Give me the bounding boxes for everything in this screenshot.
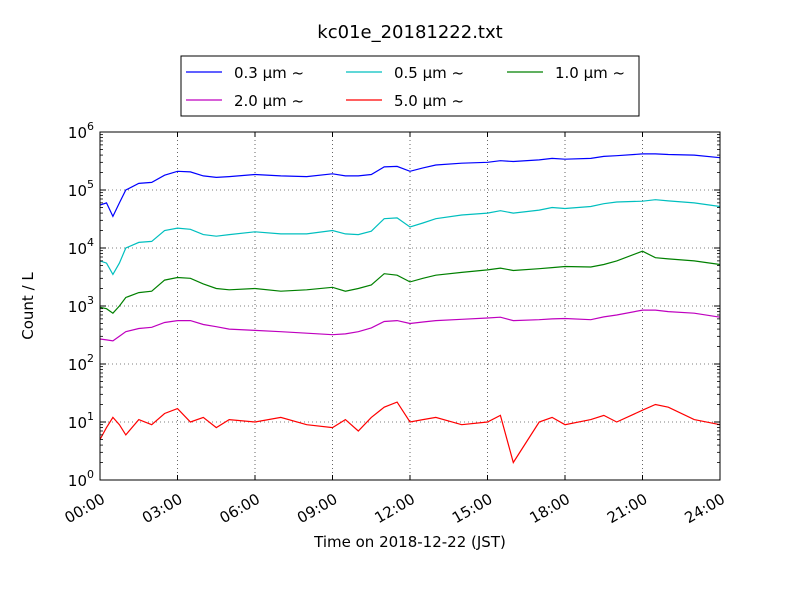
y-tick-label: 103	[68, 294, 94, 316]
x-tick-label: 12:00	[372, 490, 418, 527]
series-line-4	[99, 401, 721, 464]
legend-label-4: 5.0 μm ~	[394, 92, 464, 110]
y-tick-label: 102	[68, 352, 94, 374]
legend-label-2: 1.0 μm ~	[555, 64, 625, 82]
series-line-0	[99, 153, 721, 218]
y-tick-label: 100	[68, 468, 94, 490]
y-axis-label: Count / L	[19, 272, 37, 340]
y-tick-label: 101	[68, 410, 94, 432]
y-tick-label: 105	[68, 178, 94, 200]
x-tick-label: 06:00	[217, 490, 263, 527]
x-tick-label: 03:00	[139, 490, 185, 527]
legend-label-3: 2.0 μm ~	[234, 92, 304, 110]
legend-box	[180, 55, 640, 117]
series-line-2	[99, 250, 721, 314]
y-tick-label: 106	[68, 120, 94, 142]
legend-label-1: 0.5 μm ~	[394, 64, 464, 82]
x-tick-label: 24:00	[682, 490, 728, 527]
series-group	[99, 153, 721, 464]
x-tick-label: 00:00	[62, 490, 108, 527]
legend-label-0: 0.3 μm ~	[234, 64, 304, 82]
chart-title: kc01e_20181222.txt	[317, 22, 502, 43]
y-axis: 100 101 102 103 104 105 106	[68, 120, 720, 490]
x-tick-label: 21:00	[604, 490, 650, 527]
x-tick-label: 09:00	[294, 490, 340, 527]
x-tick-label: 15:00	[449, 490, 495, 527]
x-tick-label: 18:00	[527, 490, 573, 527]
legend: 0.3 μm ~ 0.5 μm ~ 1.0 μm ~ 2.0 μm ~ 5.0 μm ~	[180, 55, 640, 117]
series-line-3	[99, 309, 721, 342]
x-axis-label: Time on 2018-12-22 (JST)	[313, 533, 506, 551]
series-line-1	[99, 199, 721, 276]
y-tick-label: 104	[68, 236, 94, 258]
